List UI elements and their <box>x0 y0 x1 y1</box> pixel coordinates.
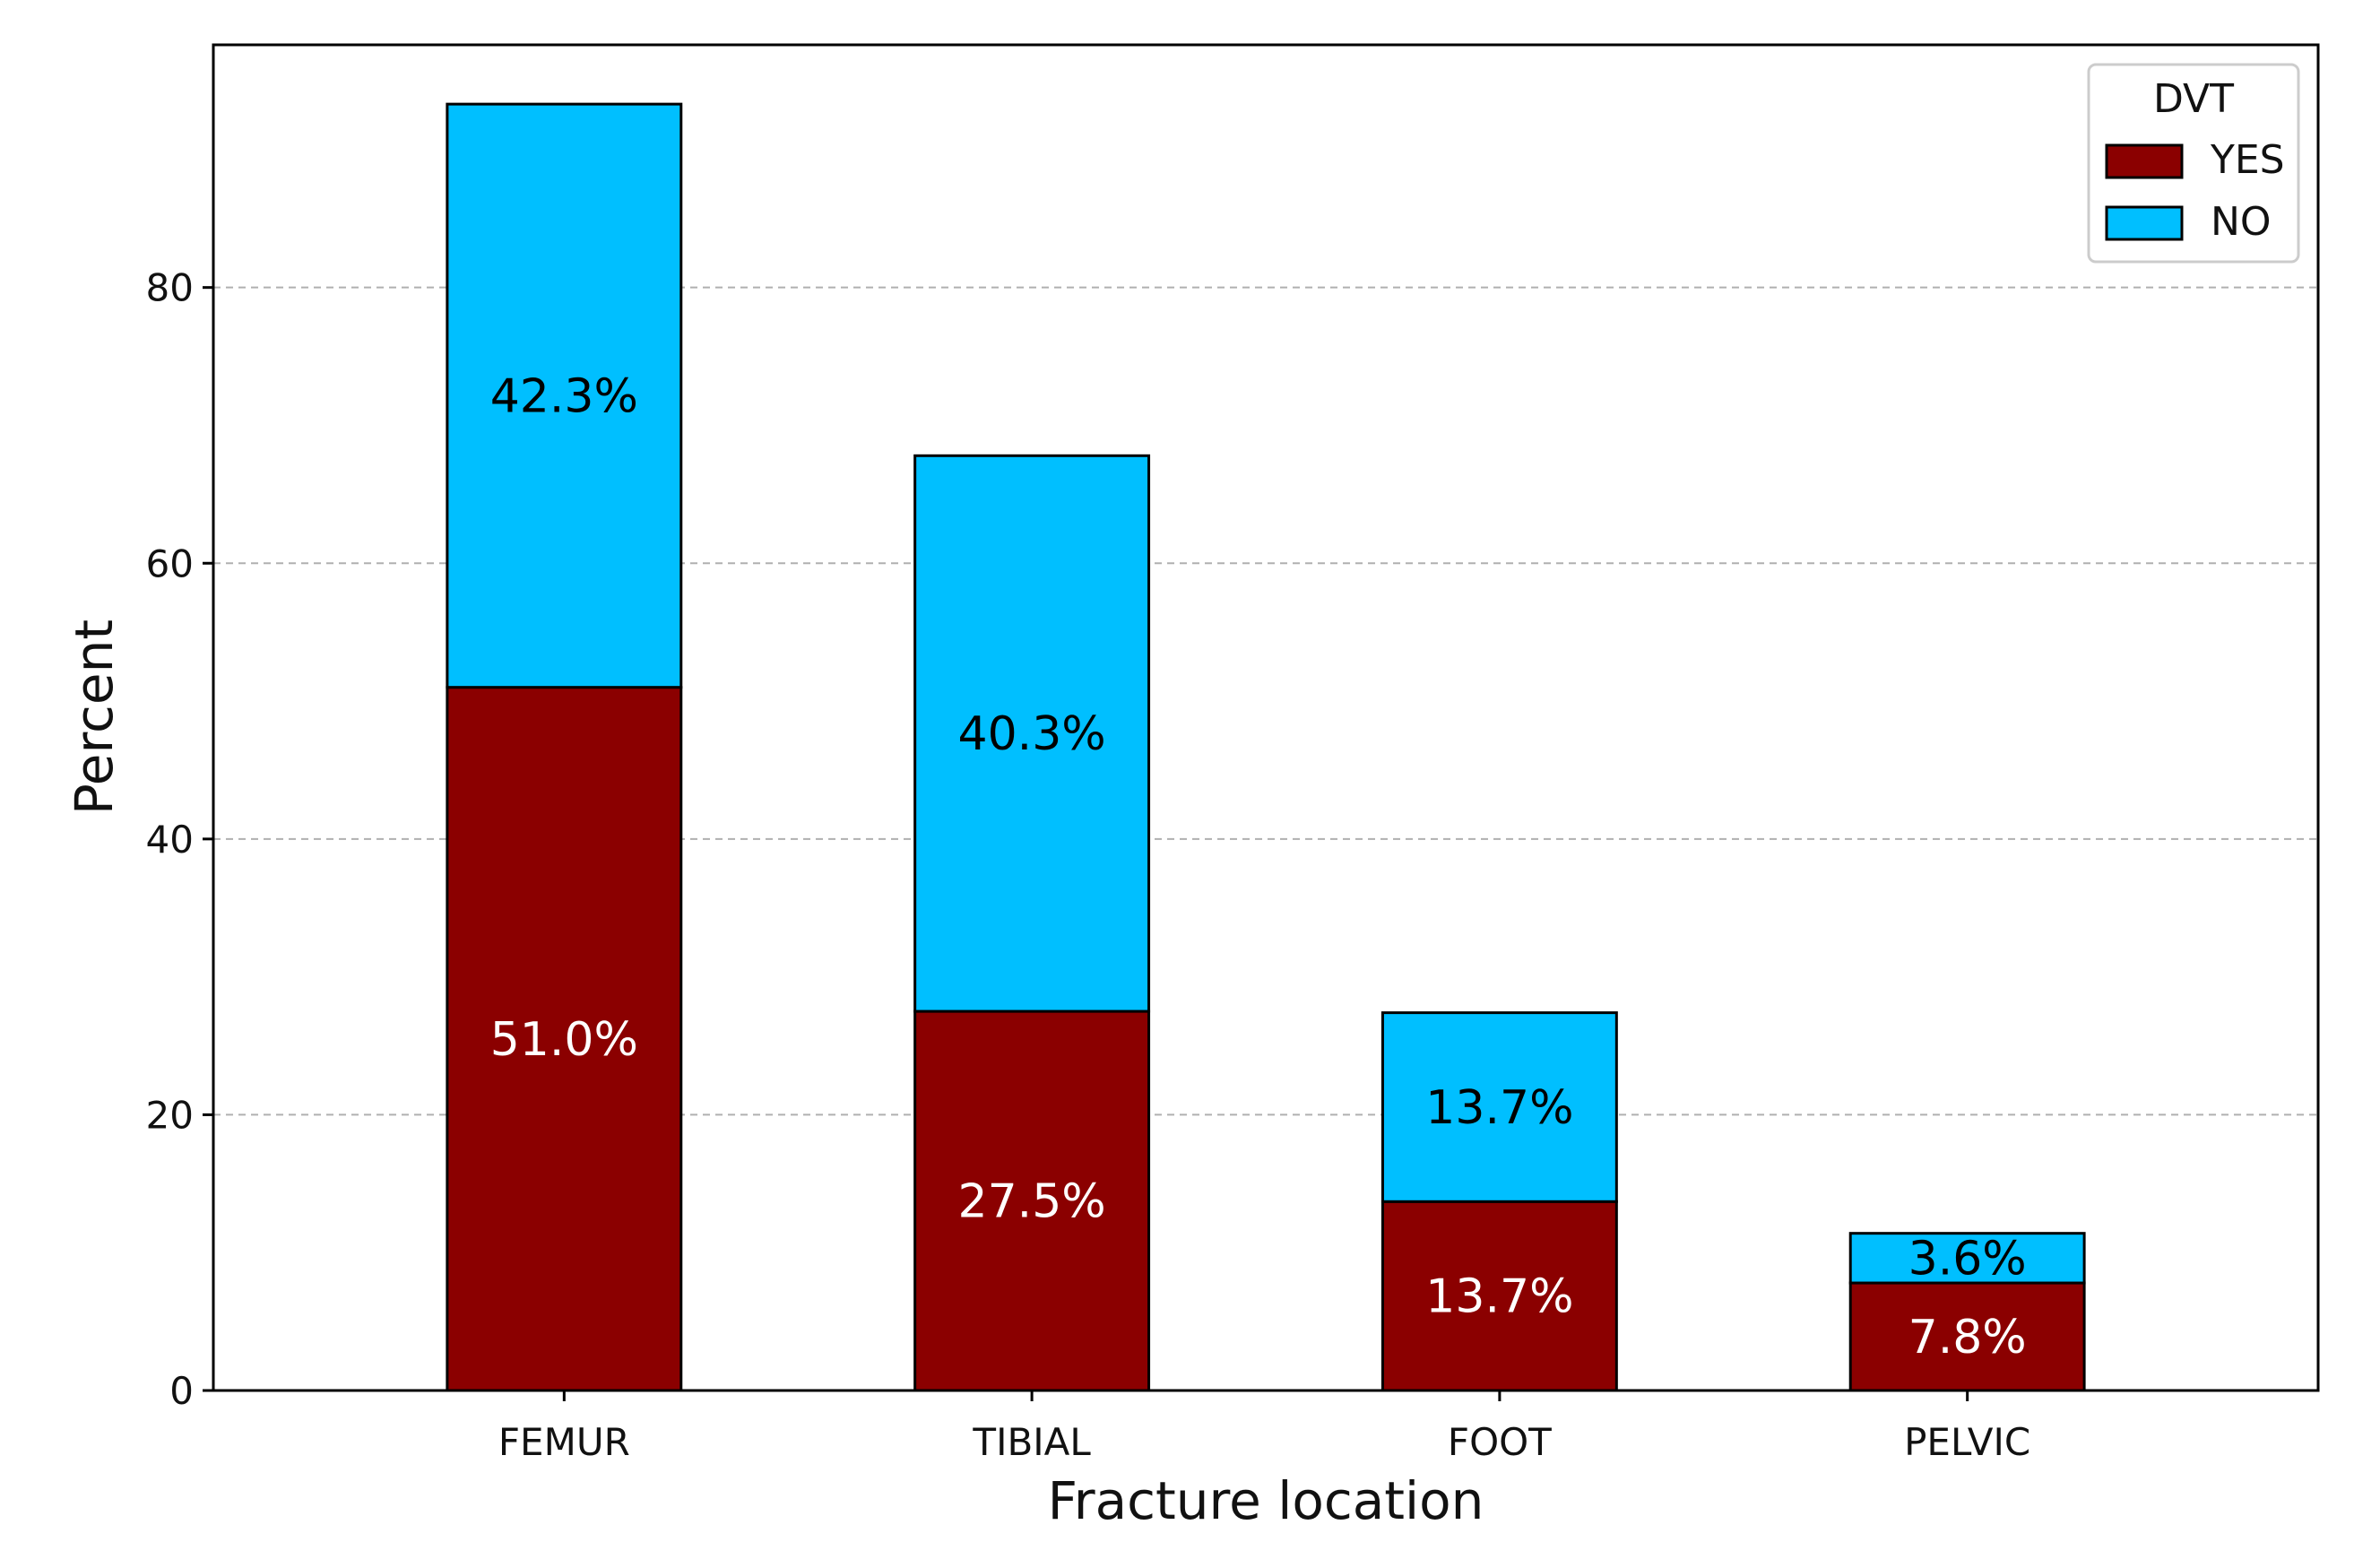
legend-title: DVT <box>2153 76 2234 122</box>
bar-yes-tibial <box>913 1009 1151 1392</box>
legend-label-no: NO <box>2211 199 2272 245</box>
data-label-yes-femur: 51.0% <box>490 1013 638 1067</box>
data-label-yes-tibial: 27.5% <box>958 1175 1106 1229</box>
bar-yes-pelvic <box>1848 1281 2086 1392</box>
legend-label-yes: YES <box>2210 137 2285 183</box>
x-tick-label: FEMUR <box>498 1420 630 1464</box>
bar-yes-femur <box>446 686 683 1392</box>
bar-no-foot <box>1380 1011 1618 1203</box>
data-label-no-femur: 42.3% <box>490 369 638 423</box>
data-label-yes-foot: 13.7% <box>1425 1270 1573 1324</box>
data-labels: 51.0% 42.3% 27.5% 40.3% 13.7% 13.7% 7.8% 3.6% <box>490 369 2027 1364</box>
data-label-no-pelvic: 3.6% <box>1908 1232 2027 1286</box>
plot-frame <box>212 43 2320 1392</box>
legend: DVT YES NO <box>2087 63 2300 264</box>
x-tick-label: FOOT <box>1448 1420 1552 1464</box>
x-tick-label: TIBIAL <box>972 1420 1091 1464</box>
axes: 0 20 40 60 80 FEMUR TIBIAL FOOT PELVIC <box>146 266 2031 1464</box>
y-tick-label: 40 <box>146 818 194 862</box>
data-label-no-foot: 13.7% <box>1425 1081 1573 1135</box>
y-tick-label: 60 <box>146 541 194 585</box>
y-tick-label: 80 <box>146 266 194 310</box>
y-tick-label: 0 <box>169 1369 194 1413</box>
bar-no-femur <box>446 102 683 689</box>
x-axis-title: Fracture location <box>1048 1470 1484 1531</box>
x-tick-label: PELVIC <box>1904 1420 2030 1464</box>
bars <box>446 102 2086 1392</box>
y-axis-title: Percent <box>64 619 125 815</box>
legend-swatch-yes <box>2105 143 2184 179</box>
bar-no-tibial <box>913 454 1151 1013</box>
bar-no-pelvic <box>1848 1232 2086 1285</box>
data-label-no-tibial: 40.3% <box>958 707 1106 761</box>
y-tick-label: 20 <box>146 1093 194 1137</box>
data-label-yes-pelvic: 7.8% <box>1908 1311 2027 1364</box>
legend-swatch-no <box>2105 205 2184 241</box>
